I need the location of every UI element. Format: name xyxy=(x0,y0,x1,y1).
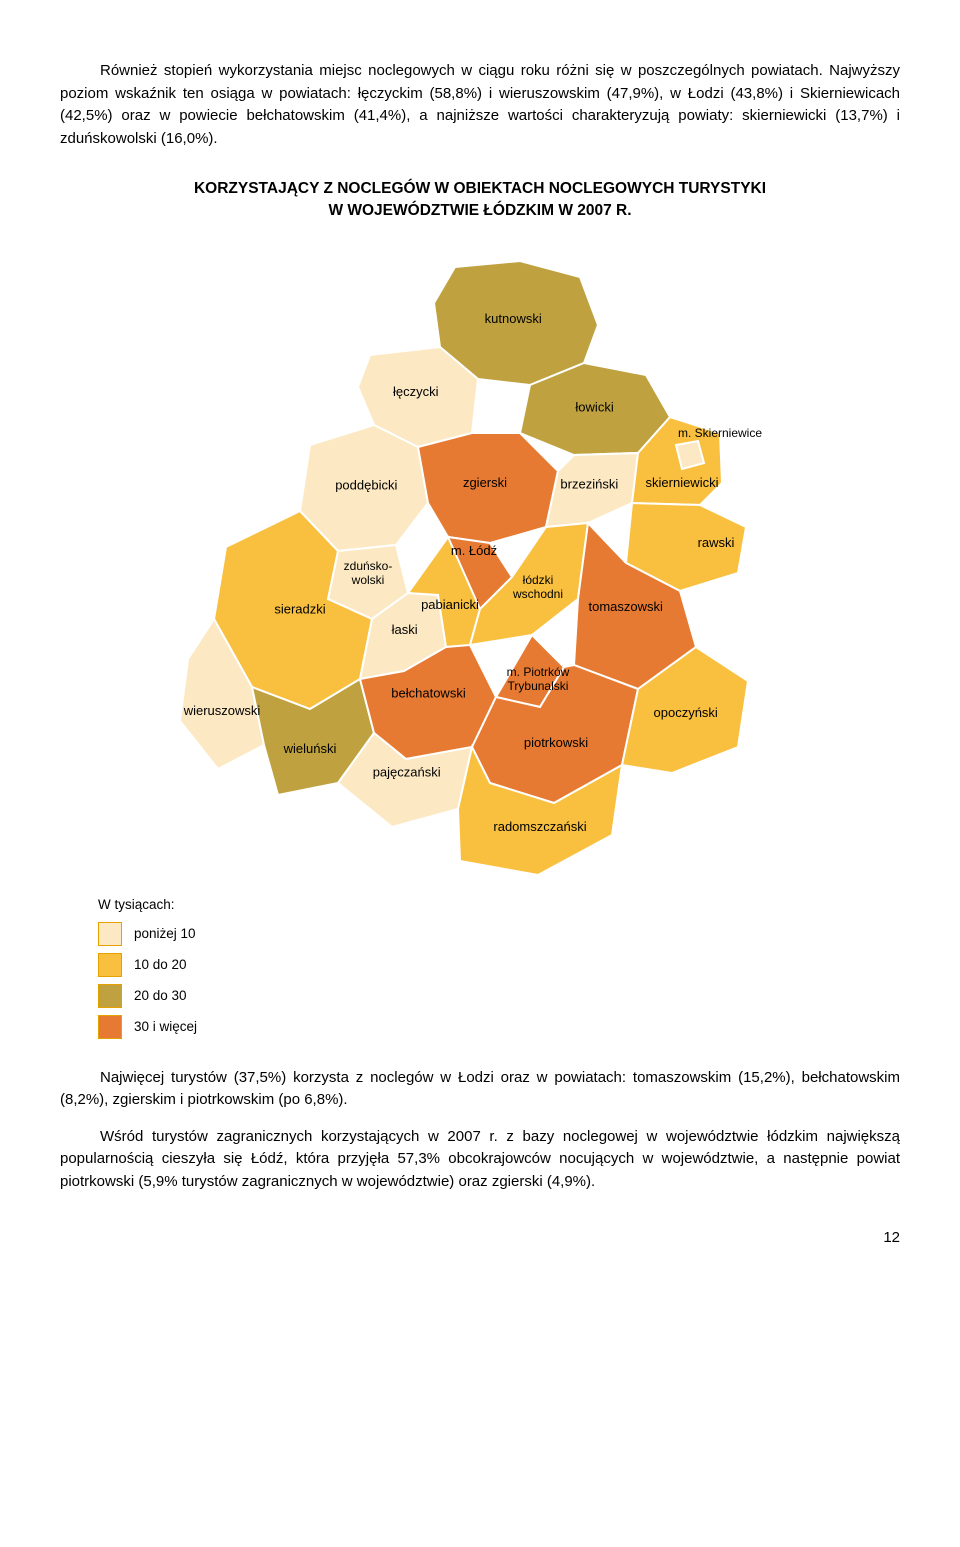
map-title: KORZYSTAJĄCY Z NOCLEGÓW W OBIEKTACH NOCL… xyxy=(60,178,900,223)
region-label-pabianicki: pabianicki xyxy=(421,597,479,612)
paragraph-2: Najwięcej turystów (37,5%) korzysta z no… xyxy=(60,1067,900,1112)
legend-label-0: poniżej 10 xyxy=(134,926,196,941)
map-container: kutnowski łęczycki łowicki poddębicki zgiers… xyxy=(160,247,800,887)
region-label-lowicki: łowicki xyxy=(575,400,613,415)
region-label-piotrkowski: piotrkowski xyxy=(524,735,588,750)
region-label-wielunski: wieluński xyxy=(283,741,337,756)
region-label-tomaszowski: tomaszowski xyxy=(589,599,664,614)
legend-swatch-1 xyxy=(98,953,122,977)
region-label-rawski: rawski xyxy=(698,535,735,550)
region-label-pajeczanski: pajęczański xyxy=(373,764,441,779)
map-title-line1: KORZYSTAJĄCY Z NOCLEGÓW W OBIEKTACH NOCL… xyxy=(194,180,766,197)
region-label-poddebicki: poddębicki xyxy=(335,478,397,493)
region-label-m-piotrkow: m. PiotrkówTrybunalski xyxy=(507,665,570,693)
legend-item-0: poniżej 10 xyxy=(98,922,900,946)
page-number: 12 xyxy=(60,1229,900,1246)
region-label-leczycki: łęczycki xyxy=(393,384,439,399)
legend-item-1: 10 do 20 xyxy=(98,953,900,977)
region-label-sieradzki: sieradzki xyxy=(274,601,325,616)
intro-paragraph: Również stopień wykorzystania miejsc noc… xyxy=(60,60,900,150)
legend-swatch-3 xyxy=(98,1015,122,1039)
region-label-belchatowski: bełchatowski xyxy=(391,685,466,700)
legend-label-1: 10 do 20 xyxy=(134,957,187,972)
legend-title: W tysiącach: xyxy=(98,897,900,912)
region-label-skierniewicki: skierniewicki xyxy=(646,475,719,490)
region-m-skierniewice xyxy=(676,441,704,469)
legend-swatch-2 xyxy=(98,984,122,1008)
region-label-wieruszowski: wieruszowski xyxy=(183,703,261,718)
region-label-m-lodz: m. Łódź xyxy=(451,543,497,558)
legend-label-3: 30 i więcej xyxy=(134,1019,197,1034)
legend-item-2: 20 do 30 xyxy=(98,984,900,1008)
region-label-kutnowski: kutnowski xyxy=(485,311,542,326)
region-label-radomszczanski: radomszczański xyxy=(493,819,586,834)
legend: W tysiącach: poniżej 10 10 do 20 20 do 30 3… xyxy=(98,897,900,1039)
legend-label-2: 20 do 30 xyxy=(134,988,187,1003)
region-label-opoczynski: opoczyński xyxy=(654,705,718,720)
region-label-m-skierniewice: m. Skierniewice xyxy=(678,426,762,440)
region-label-brzezinski: brzeziński xyxy=(560,477,618,492)
paragraph-3: Wśród turystów zagranicznych korzystając… xyxy=(60,1126,900,1194)
legend-item-3: 30 i więcej xyxy=(98,1015,900,1039)
map-svg: kutnowski łęczycki łowicki poddębicki zgiers… xyxy=(160,247,800,887)
region-label-laski: łaski xyxy=(392,622,418,637)
legend-swatch-0 xyxy=(98,922,122,946)
region-label-zgierski: zgierski xyxy=(463,475,507,490)
map-title-line2: W WOJEWÓDZTWIE ŁÓDZKIM W 2007 R. xyxy=(328,202,631,219)
